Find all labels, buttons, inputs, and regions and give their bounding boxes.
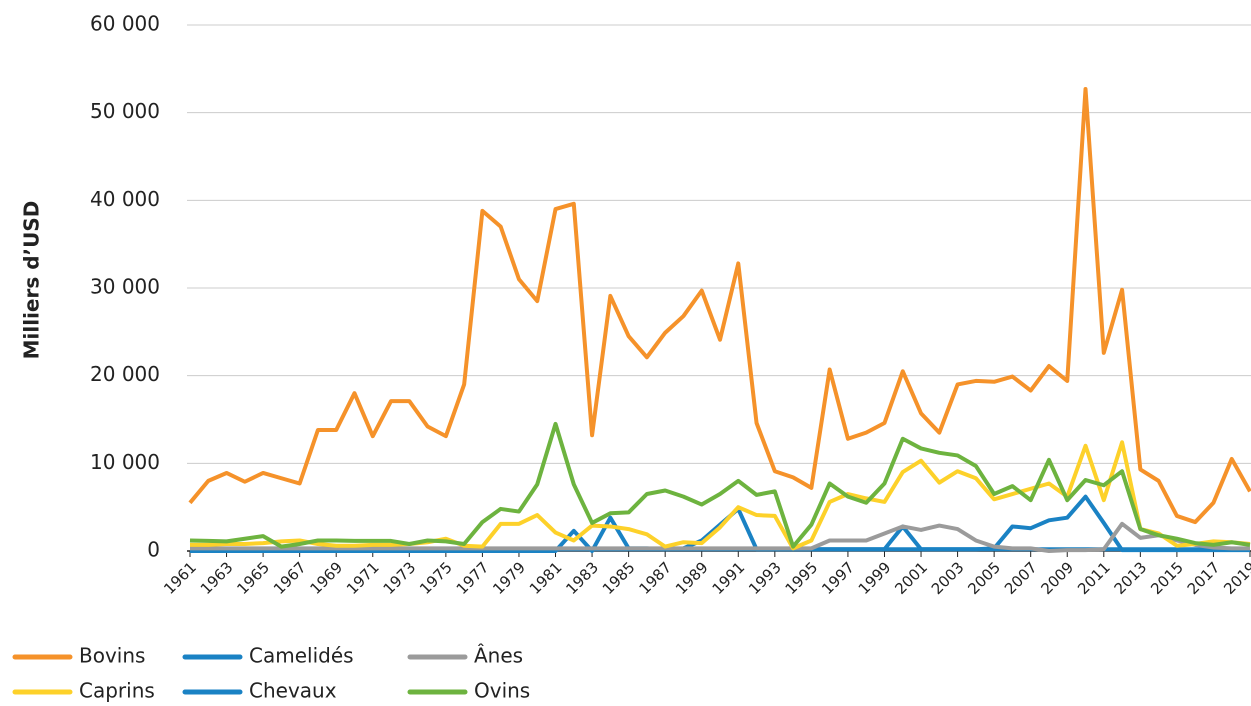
x-tick-label: 1979 <box>489 558 529 598</box>
x-tick-label: 2011 <box>1074 558 1114 598</box>
x-tick-label: 1969 <box>306 558 346 598</box>
x-tick-label: 1967 <box>270 558 310 598</box>
x-tick-label: 1989 <box>672 558 712 598</box>
x-tick-label: 1977 <box>453 558 493 598</box>
x-tick-label: 2013 <box>1111 558 1151 598</box>
x-tick-label: 2019 <box>1220 558 1251 598</box>
legend-label: Camelidés <box>249 644 354 668</box>
y-tick-label: 60 000 <box>90 12 160 36</box>
series-line <box>190 494 1250 553</box>
series-line <box>189 421 1251 549</box>
x-tick-label: 2007 <box>1001 558 1041 598</box>
series-line <box>188 86 1251 525</box>
x-tick-label: 2005 <box>964 558 1004 598</box>
y-tick-label: 20 000 <box>90 362 160 386</box>
x-tick-label: 1963 <box>197 558 237 598</box>
legend-label: Ânes <box>474 644 523 668</box>
x-tick-label: 2015 <box>1147 558 1187 598</box>
x-tick-label: 1965 <box>233 558 273 598</box>
x-tick-label: 1991 <box>709 558 749 598</box>
x-tick-label: 1975 <box>416 558 456 598</box>
x-tick-label: 1985 <box>599 558 639 598</box>
legend-label: Bovins <box>79 644 145 668</box>
x-tick-label: 1987 <box>635 558 675 598</box>
x-tick-label: 2009 <box>1038 558 1078 598</box>
series-line <box>190 521 1250 553</box>
x-tick-label: 1995 <box>782 558 822 598</box>
series-line <box>190 440 1251 551</box>
x-tick-label: 1983 <box>562 558 602 598</box>
x-tick-label: 2001 <box>891 558 931 598</box>
y-tick-label: 30 000 <box>90 275 160 299</box>
legend-label: Ovins <box>474 679 530 703</box>
x-tick-label: 1999 <box>855 558 895 598</box>
x-tick-label: 1997 <box>818 558 858 598</box>
legend-label: Chevaux <box>249 679 337 703</box>
y-axis-label: Milliers d’USD <box>20 201 44 360</box>
legend-label: Caprins <box>79 679 155 703</box>
y-tick-label: 0 <box>147 538 160 562</box>
y-tick-label: 50 000 <box>90 99 160 123</box>
x-tick-label: 1961 <box>160 558 200 598</box>
x-tick-label: 1973 <box>380 558 420 598</box>
x-tick-label: 1993 <box>745 558 785 598</box>
y-tick-label: 10 000 <box>90 450 160 474</box>
x-tick-label: 2017 <box>1184 558 1224 598</box>
x-tick-label: 1981 <box>526 558 566 598</box>
x-tick-label: 2003 <box>928 558 968 598</box>
x-tick-label: 1971 <box>343 558 383 598</box>
y-tick-label: 40 000 <box>90 187 160 211</box>
